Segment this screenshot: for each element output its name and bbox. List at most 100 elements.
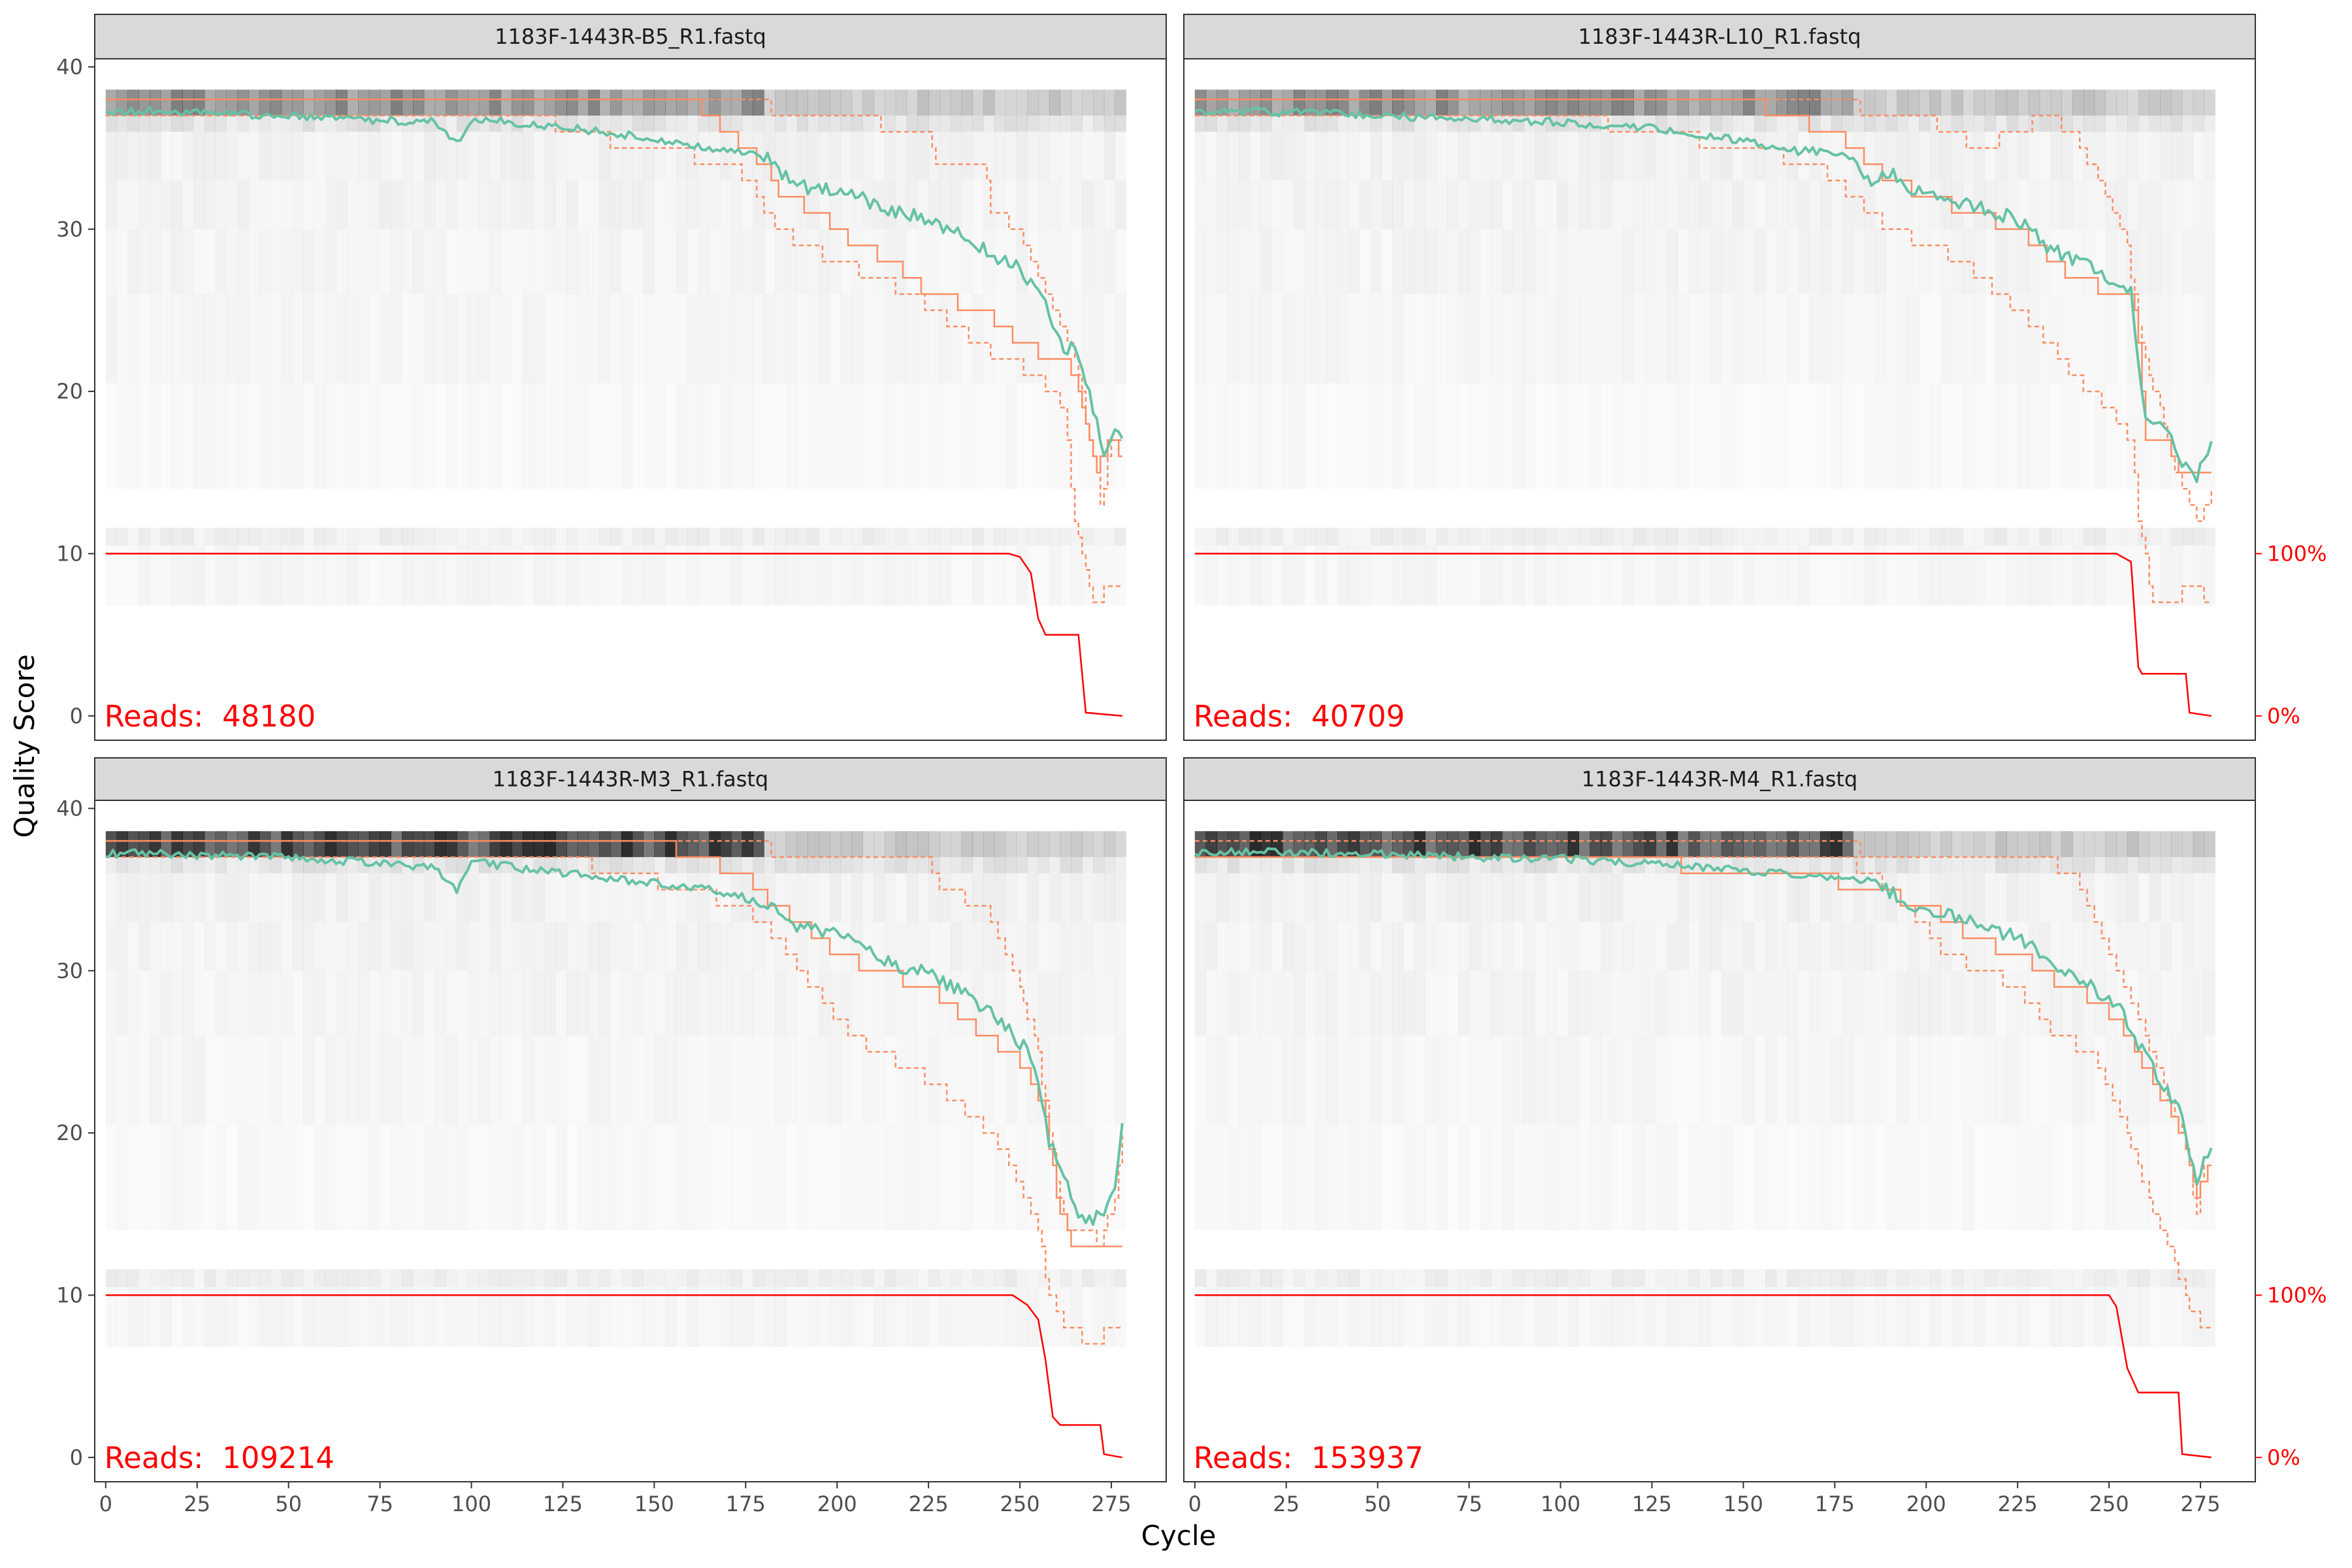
heatmap-cell [215,131,227,181]
heatmap-cell [709,831,721,857]
heatmap-cell [1677,857,1689,874]
heatmap-cell [1831,527,1842,546]
heatmap-cell [1071,970,1083,1036]
heatmap-cell [336,131,348,181]
median-line [105,840,1122,1248]
heatmap-cell [204,180,216,229]
heatmap-cell [1688,294,1699,384]
heatmap-cell [117,180,128,229]
heatmap-cell [1315,131,1327,181]
heatmap-cell [1217,922,1228,971]
heatmap-cell [1535,971,1546,1036]
heatmap-cell [1469,546,1480,606]
heatmap-cell [928,115,940,132]
heatmap-cell [785,131,798,181]
heatmap-cell [928,527,940,546]
heatmap-cell [292,1287,303,1347]
heatmap-cell [105,115,118,132]
heatmap-cell [1788,922,1799,971]
heatmap-cell [1360,294,1371,384]
heatmap-cell [1820,546,1831,606]
heatmap-cell [1491,922,1502,971]
heatmap-cell [1239,527,1250,546]
heatmap-cell [1733,546,1744,606]
heatmap-cell [1874,922,1887,971]
heatmap-cell [1436,873,1448,923]
heatmap-cell [1644,294,1656,384]
heatmap-cell [742,857,753,874]
heatmap-cell [1809,970,1821,1036]
heatmap-cell [720,229,731,294]
heatmap-cell [1392,527,1404,546]
heatmap-cell [1239,180,1250,229]
heatmap-cell [1502,857,1514,874]
heatmap-cell [785,873,798,923]
heatmap-cell [116,970,128,1036]
heatmap-cell [226,294,238,384]
heatmap-cell [522,873,534,923]
heatmap-cell [1864,115,1876,132]
heatmap-cell [1556,294,1569,384]
heatmap-cell [742,970,753,1036]
heatmap-cell [358,384,369,489]
heatmap-cell [457,1287,468,1347]
q25-line [1194,114,2212,604]
heatmap-cell [1414,131,1426,181]
heatmap-cell [1524,922,1535,971]
heatmap-cell [2017,1287,2029,1347]
heatmap-cell [2061,1125,2072,1230]
heatmap-cell [1776,131,1788,181]
heatmap-cell [358,131,370,181]
heatmap-cell [325,294,336,384]
q25-line [105,856,1122,1345]
heatmap-cell [423,1269,436,1287]
heatmap-cell [1414,546,1426,606]
heatmap-cell [182,527,194,546]
heatmap-cell [2161,180,2172,229]
heatmap-cell [1853,528,1864,546]
heatmap-cell [1360,384,1371,489]
heatmap-cell [1447,546,1458,606]
heatmap-cell [1699,131,1711,181]
heatmap-cell [1469,527,1480,546]
heatmap-cell [2149,180,2161,229]
heatmap-cell [2149,90,2161,116]
heatmap-cell [1743,831,1755,857]
heatmap-cell [753,971,764,1036]
heatmap-cell [380,90,391,116]
heatmap-cell [171,527,183,546]
heatmap-cell [753,857,764,874]
heatmap-cell [347,90,359,116]
heatmap-cell [479,971,490,1036]
heatmap-cell [1611,131,1624,181]
heatmap-cell [2029,857,2040,874]
heatmap-cell [160,90,172,116]
heatmap-cell [2105,229,2117,295]
heatmap-cell [1049,1125,1060,1230]
heatmap-cell [522,527,534,546]
heatmap-cell [797,971,808,1036]
heatmap-cell [2061,527,2073,546]
heatmap-cell [1787,131,1799,181]
heatmap-cell [632,922,644,971]
heatmap-cell [2116,831,2128,857]
heatmap-cell [282,971,293,1036]
heatmap-cell [632,180,644,229]
heatmap-cell [983,831,995,857]
heatmap-cell [676,527,688,546]
heatmap-cell [1710,90,1722,116]
heatmap-cell [292,857,304,874]
heatmap-cell [1414,970,1426,1036]
heatmap-cell [1027,1287,1039,1347]
facet-strip [1183,757,2256,801]
x-tick-label: 175 [726,1492,766,1516]
heatmap-cell [1326,831,1338,857]
heatmap-cell [2149,527,2161,546]
heatmap-cell [1282,384,1294,489]
heatmap-cell [578,1036,589,1125]
heatmap-cell [1326,294,1338,384]
heatmap-cell [764,831,776,857]
heatmap-cell [961,922,973,971]
heatmap-cell [1952,922,1963,971]
